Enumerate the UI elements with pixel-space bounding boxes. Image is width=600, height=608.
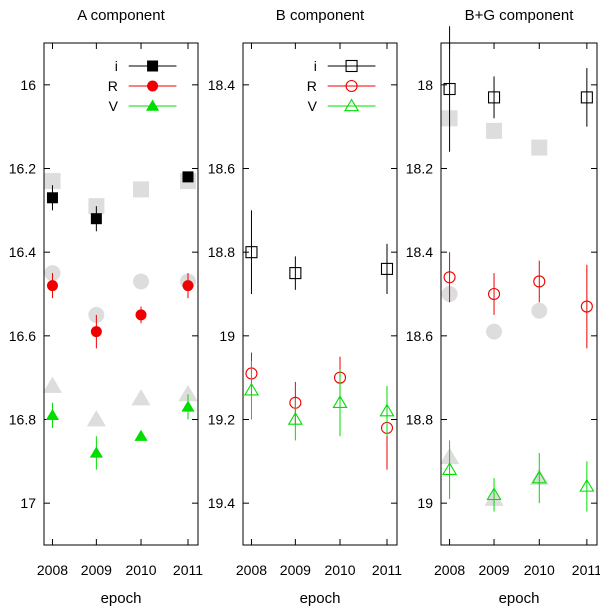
reference-point [131,389,151,406]
legend-label: V [109,98,119,114]
legend-label: V [308,98,318,114]
data-point-V [134,429,148,441]
legend-label: i [115,58,118,74]
panel-title: B component [276,7,365,24]
reference-point [531,139,548,156]
panel-1: A component 16 16.2 16.4 16.6 16.8 17 2008 2009 2… [9,7,204,607]
legend-label: R [108,78,118,94]
x-axis-label: epoch [499,590,540,607]
y-tick-label: 18.8 [208,244,235,260]
data-point-V [181,400,195,412]
plot-frame [440,42,598,546]
reference-point [133,181,150,198]
reference-point [86,410,106,427]
x-tick-label: 2008 [37,562,68,578]
y-tick-label: 18.6 [406,328,433,344]
y-tick-label: 16.8 [9,412,36,428]
data-point-V [531,470,547,484]
legend-marker [147,60,159,72]
reference-point [44,173,61,190]
data-point-i [245,246,258,259]
y-tick-label: 18.6 [208,161,235,177]
reference-point [178,384,198,402]
plot-frame [43,42,199,546]
data-point-V [486,487,502,501]
data-point-R [182,280,194,292]
y-tick-label: 19.2 [208,412,235,428]
data-point-R [443,271,456,284]
data-point-V [332,395,348,409]
x-axis-label: epoch [300,590,341,607]
data-point-V [243,382,260,396]
panel-3: B+G component 18 18.2 18.4 18.6 18.8 19 2008 200… [406,7,600,607]
x-tick-label: 2010 [324,562,355,578]
data-point-i [90,213,102,225]
x-tick-label: 2009 [81,562,112,578]
data-point-R [533,275,546,288]
y-tick-label: 18 [417,77,433,93]
data-point-V [379,403,395,417]
legend-label: R [307,78,317,94]
data-point-V [287,411,303,425]
data-point-i [487,91,501,104]
x-tick-label: 2011 [372,562,402,578]
plot-frame [242,42,398,546]
data-point-i [380,262,394,275]
legend-marker [345,59,358,73]
data-point-i [46,192,58,204]
legend-marker [145,99,160,111]
reference-point [42,376,63,393]
data-point-V [89,446,103,458]
x-tick-label: 2009 [478,562,509,578]
x-tick-label: 2010 [125,562,156,578]
data-point-i [289,267,302,280]
data-point-R [90,326,102,338]
data-point-R [487,287,501,301]
legend: iRV [108,58,177,114]
x-tick-label: 2009 [280,562,311,578]
legend-label: i [314,58,317,74]
y-tick-label: 19 [219,328,235,344]
reference-point [531,302,548,319]
data-point-i [580,91,593,104]
data-point-R [135,309,147,321]
y-tick-label: 16.2 [9,161,36,177]
y-tick-label: 19.4 [208,495,235,511]
y-tick-label: 19 [417,495,433,511]
data-point-V [45,408,60,421]
panel-title: B+G component [465,7,575,24]
x-tick-label: 2008 [434,562,465,578]
y-tick-label: 16.4 [9,244,36,260]
legend-marker [344,98,360,112]
y-tick-label: 18.4 [208,77,235,93]
x-tick-label: 2011 [173,562,203,578]
x-tick-label: 2010 [524,562,555,578]
x-tick-label: 2011 [572,562,600,578]
panel-title: A component [77,7,165,24]
reference-point [486,323,503,340]
data-point-R [46,280,58,292]
legend-marker [345,79,358,93]
data-point-i [443,82,456,96]
y-tick-label: 18.2 [406,161,433,177]
data-point-R [580,300,593,313]
legend-marker [147,80,159,92]
reference-point [486,122,503,139]
x-axis-label: epoch [101,590,142,607]
data-point-V [579,478,595,492]
y-tick-label: 17 [20,495,36,511]
panel-2: B component 18.4 18.6 18.8 19 19.2 19.4 2008 200… [208,7,403,607]
legend: iRV [307,58,376,114]
x-tick-label: 2008 [236,562,267,578]
data-point-V [442,462,458,475]
y-tick-label: 18.8 [406,412,433,428]
data-point-i [182,171,194,183]
y-tick-label: 16 [20,77,36,93]
y-tick-label: 18.4 [406,244,433,260]
y-tick-label: 16.6 [9,328,36,344]
reference-point [133,273,150,290]
